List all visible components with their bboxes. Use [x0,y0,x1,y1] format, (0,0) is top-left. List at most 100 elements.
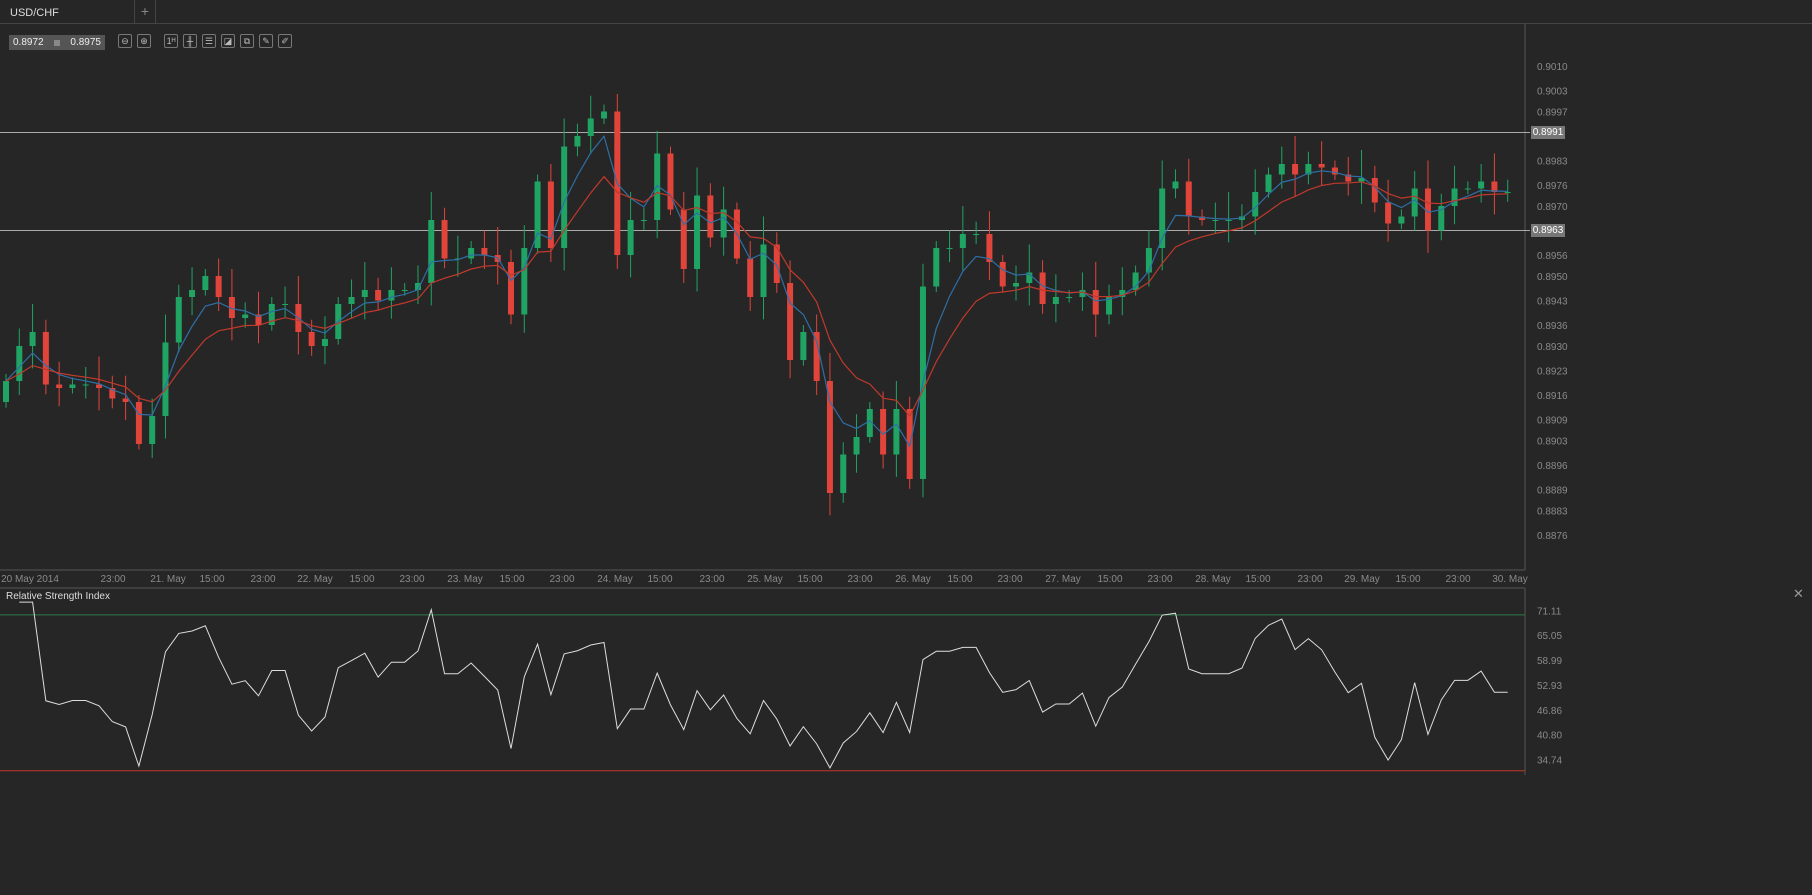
candle-body [973,234,980,235]
candle-body [760,244,767,297]
candle [3,374,9,408]
time-tick-label: 15:00 [797,574,822,585]
copy-icon[interactable]: ⧉ [240,34,254,48]
candle [56,361,63,407]
time-tick-label: 23:00 [399,574,424,585]
candle [1504,179,1511,202]
candle [1145,230,1152,287]
candle [747,241,754,311]
candle-body [826,381,833,493]
candle [135,395,142,450]
candle-body [481,248,488,255]
candle [521,225,528,333]
time-tick-label: 15:00 [647,574,672,585]
candle-body [228,297,235,318]
time-tick-label: 27. May [1045,574,1081,585]
time-tick-label: 28. May [1195,574,1231,585]
candle-body [1424,188,1431,231]
candle [1451,165,1458,225]
candle-body [933,248,940,287]
candle-body [69,384,76,388]
candle [1052,274,1059,323]
candle [1331,160,1338,181]
time-tick-label: 15:00 [499,574,524,585]
candle-body [414,283,421,290]
candle-body [986,234,993,262]
candle-body [1145,248,1152,273]
ask-price[interactable]: 0.8975 [70,37,101,48]
candle [1225,192,1232,243]
price-tick-label: 0.8889 [1537,486,1568,497]
indicators-icon[interactable]: ☰ [202,34,216,48]
candle-body [640,220,647,221]
candle [268,297,275,331]
candle-body [1119,290,1126,297]
candle-body [667,153,674,210]
price-tick-label: 0.9010 [1537,62,1568,73]
chart-toolbar: ⊖ ⊕ 1ᴴ ╫ ☰ ◪ ⧉ ✎ ✐ [118,34,292,48]
candle [1464,181,1471,195]
candle [295,276,302,355]
candle-body [1265,174,1272,192]
candle-body [1504,192,1511,193]
add-tab-button[interactable]: + [134,0,156,24]
candle-body [135,402,142,444]
price-tick-label: 0.8956 [1537,251,1568,262]
close-indicator-icon[interactable]: ✕ [1793,586,1804,601]
price-tick-label: 0.8876 [1537,531,1568,542]
candle [1478,164,1485,203]
draw-icon[interactable]: ✐ [278,34,292,48]
candle [508,249,514,325]
zoom-in-icon[interactable]: ⊕ [137,34,151,48]
price-tick-label: 0.8983 [1537,157,1568,168]
candle [255,291,262,344]
candle-body [202,276,209,290]
candle-body [1079,290,1086,297]
price-tick-label: 0.8976 [1537,181,1568,192]
candle [242,302,249,328]
price-tick-label: 0.8997 [1537,108,1568,119]
bid-price[interactable]: 0.8972 [13,37,44,48]
time-tick-label: 23:00 [699,574,724,585]
chart-type-icon[interactable]: ╫ [183,34,197,48]
candle [866,402,873,443]
candle-body [1318,164,1325,168]
price-tick-label: 0.8950 [1537,272,1568,283]
candle [1026,244,1033,306]
template-icon[interactable]: ◪ [221,34,235,48]
price-tick-label: 0.8923 [1537,367,1568,378]
candle [640,207,647,230]
candle [16,328,23,395]
candle [1424,160,1431,253]
candle-body [162,342,169,416]
candle-body [1172,181,1179,189]
edit-icon[interactable]: ✎ [259,34,273,48]
candle-body [268,304,275,325]
candle [149,398,156,458]
time-tick-label: 23:00 [1297,574,1322,585]
candle-body [547,181,554,248]
candle-body [175,297,182,343]
candle [547,164,554,262]
timeframe-1h-button[interactable]: 1ᴴ [164,34,178,48]
price-line-label-lower: 0.8963 [1531,224,1565,237]
candle [1278,146,1285,189]
tab-usdchf[interactable]: USD/CHF [10,7,59,19]
time-tick-label: 23. May [447,574,483,585]
tab-bar: USD/CHF + [0,0,1812,24]
zoom-out-icon[interactable]: ⊖ [118,34,132,48]
time-tick-label: 15:00 [349,574,374,585]
candle-body [787,283,794,360]
candle-body [3,381,9,402]
candle [388,267,395,319]
time-tick-label: 23:00 [1445,574,1470,585]
candle-body [1345,174,1352,182]
rsi-tick-label: 46.86 [1537,706,1562,717]
candle-body [561,146,568,248]
candle-body [654,153,661,220]
candle [401,283,408,296]
time-tick-label: 25. May [747,574,783,585]
time-tick-label: 23:00 [250,574,275,585]
candle [282,286,289,318]
